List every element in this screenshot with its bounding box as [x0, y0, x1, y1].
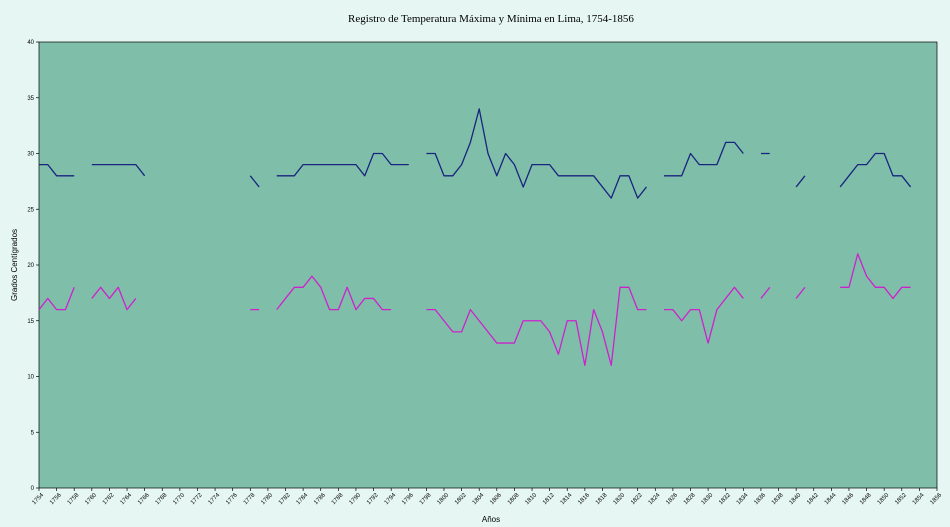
x-tick-label: 1822	[630, 492, 644, 506]
x-tick-label: 1768	[155, 492, 169, 506]
x-tick-label: 1816	[577, 492, 591, 506]
x-tick-label: 1776	[225, 492, 239, 506]
series-min	[38, 253, 911, 367]
x-tick-label: 1774	[208, 492, 222, 506]
x-tick-label: 1802	[454, 492, 468, 506]
x-tick-label: 1790	[348, 492, 362, 506]
chart-title: Registro de Temperatura Máxima y Mínima …	[348, 13, 634, 25]
x-axis-label: Años	[482, 515, 500, 524]
x-tick-label: 1840	[789, 492, 803, 506]
series-max-line	[249, 175, 260, 188]
y-tick-label: 35	[27, 96, 34, 102]
x-tick-label: 1788	[331, 492, 345, 506]
x-axis: 1754 1756 1758 1760 1762 1764 1766 1768 1770 1772…	[31, 488, 944, 506]
x-tick-label: 1762	[102, 492, 116, 506]
x-tick-label: 1800	[436, 492, 450, 506]
x-tick-label: 1850	[877, 492, 891, 506]
x-tick-label: 1842	[806, 492, 820, 506]
x-tick-label: 1812	[542, 492, 556, 506]
series-max-line	[276, 152, 409, 177]
series-max-line	[39, 163, 75, 177]
x-tick-label: 1794	[384, 492, 398, 506]
x-tick-label: 1782	[278, 492, 292, 506]
x-tick-label: 1804	[472, 492, 486, 506]
series-max	[39, 108, 912, 199]
x-tick-label: 1820	[613, 492, 627, 506]
x-tick-label: 1810	[524, 492, 538, 506]
y-tick-label: 25	[27, 207, 34, 213]
x-tick-label: 1756	[49, 492, 63, 506]
y-tick-label: 30	[27, 152, 34, 158]
series-min-line	[276, 275, 392, 311]
x-tick-label: 1784	[296, 492, 310, 506]
x-tick-label: 1792	[366, 492, 380, 506]
series-max-line	[91, 163, 146, 177]
y-axis-label: Grados Centígrados	[10, 229, 19, 301]
x-tick-label: 1826	[665, 492, 679, 506]
x-tick-label: 1848	[859, 492, 873, 506]
x-tick-label: 1814	[560, 492, 574, 506]
y-axis: 0 5 10 15 20 25 30 35 40	[27, 40, 39, 492]
y-tick-label: 5	[31, 430, 35, 436]
y-tick-label: 20	[27, 263, 34, 269]
series-min-line	[91, 286, 137, 311]
y-tick-label: 10	[27, 375, 34, 381]
x-tick-label: 1852	[894, 492, 908, 506]
x-tick-label: 1828	[683, 492, 697, 506]
series-min-line	[38, 287, 75, 311]
x-tick-label: 1856	[929, 492, 943, 506]
series-max-line	[839, 152, 912, 188]
x-tick-label: 1806	[489, 492, 503, 506]
series-max-line	[664, 141, 744, 177]
x-tick-label: 1780	[260, 492, 274, 506]
series-max-line	[426, 108, 647, 199]
y-tick-label: 0	[31, 486, 35, 492]
y-tick-label: 15	[27, 319, 34, 325]
x-tick-label: 1764	[119, 492, 133, 506]
x-tick-label: 1830	[701, 492, 715, 506]
x-tick-label: 1754	[31, 492, 45, 506]
x-tick-label: 1834	[736, 492, 750, 506]
series-min-line	[664, 286, 744, 344]
series-min-line	[840, 253, 911, 300]
x-tick-label: 1836	[753, 492, 767, 506]
x-tick-label: 1778	[243, 492, 257, 506]
x-tick-label: 1770	[172, 492, 186, 506]
x-tick-label: 1824	[648, 492, 662, 506]
x-tick-label: 1846	[841, 492, 855, 506]
x-tick-label: 1798	[419, 492, 433, 506]
series-layer	[38, 108, 912, 367]
x-tick-label: 1786	[313, 492, 327, 506]
series-max-line	[795, 175, 806, 188]
y-tick-label: 40	[27, 40, 34, 46]
series-min-line	[426, 286, 647, 367]
x-tick-label: 1758	[67, 492, 81, 506]
x-tick-label: 1760	[84, 492, 98, 506]
x-tick-label: 1832	[718, 492, 732, 506]
x-tick-label: 1838	[771, 492, 785, 506]
x-tick-label: 1854	[912, 492, 926, 506]
x-tick-label: 1844	[824, 492, 838, 506]
x-tick-label: 1818	[595, 492, 609, 506]
x-tick-label: 1772	[190, 492, 204, 506]
x-tick-label: 1796	[401, 492, 415, 506]
x-tick-label: 1808	[507, 492, 521, 506]
series-min-line	[795, 286, 806, 299]
plot-area	[38, 41, 938, 489]
x-tick-label: 1766	[137, 492, 151, 506]
series-min-line	[760, 286, 771, 299]
